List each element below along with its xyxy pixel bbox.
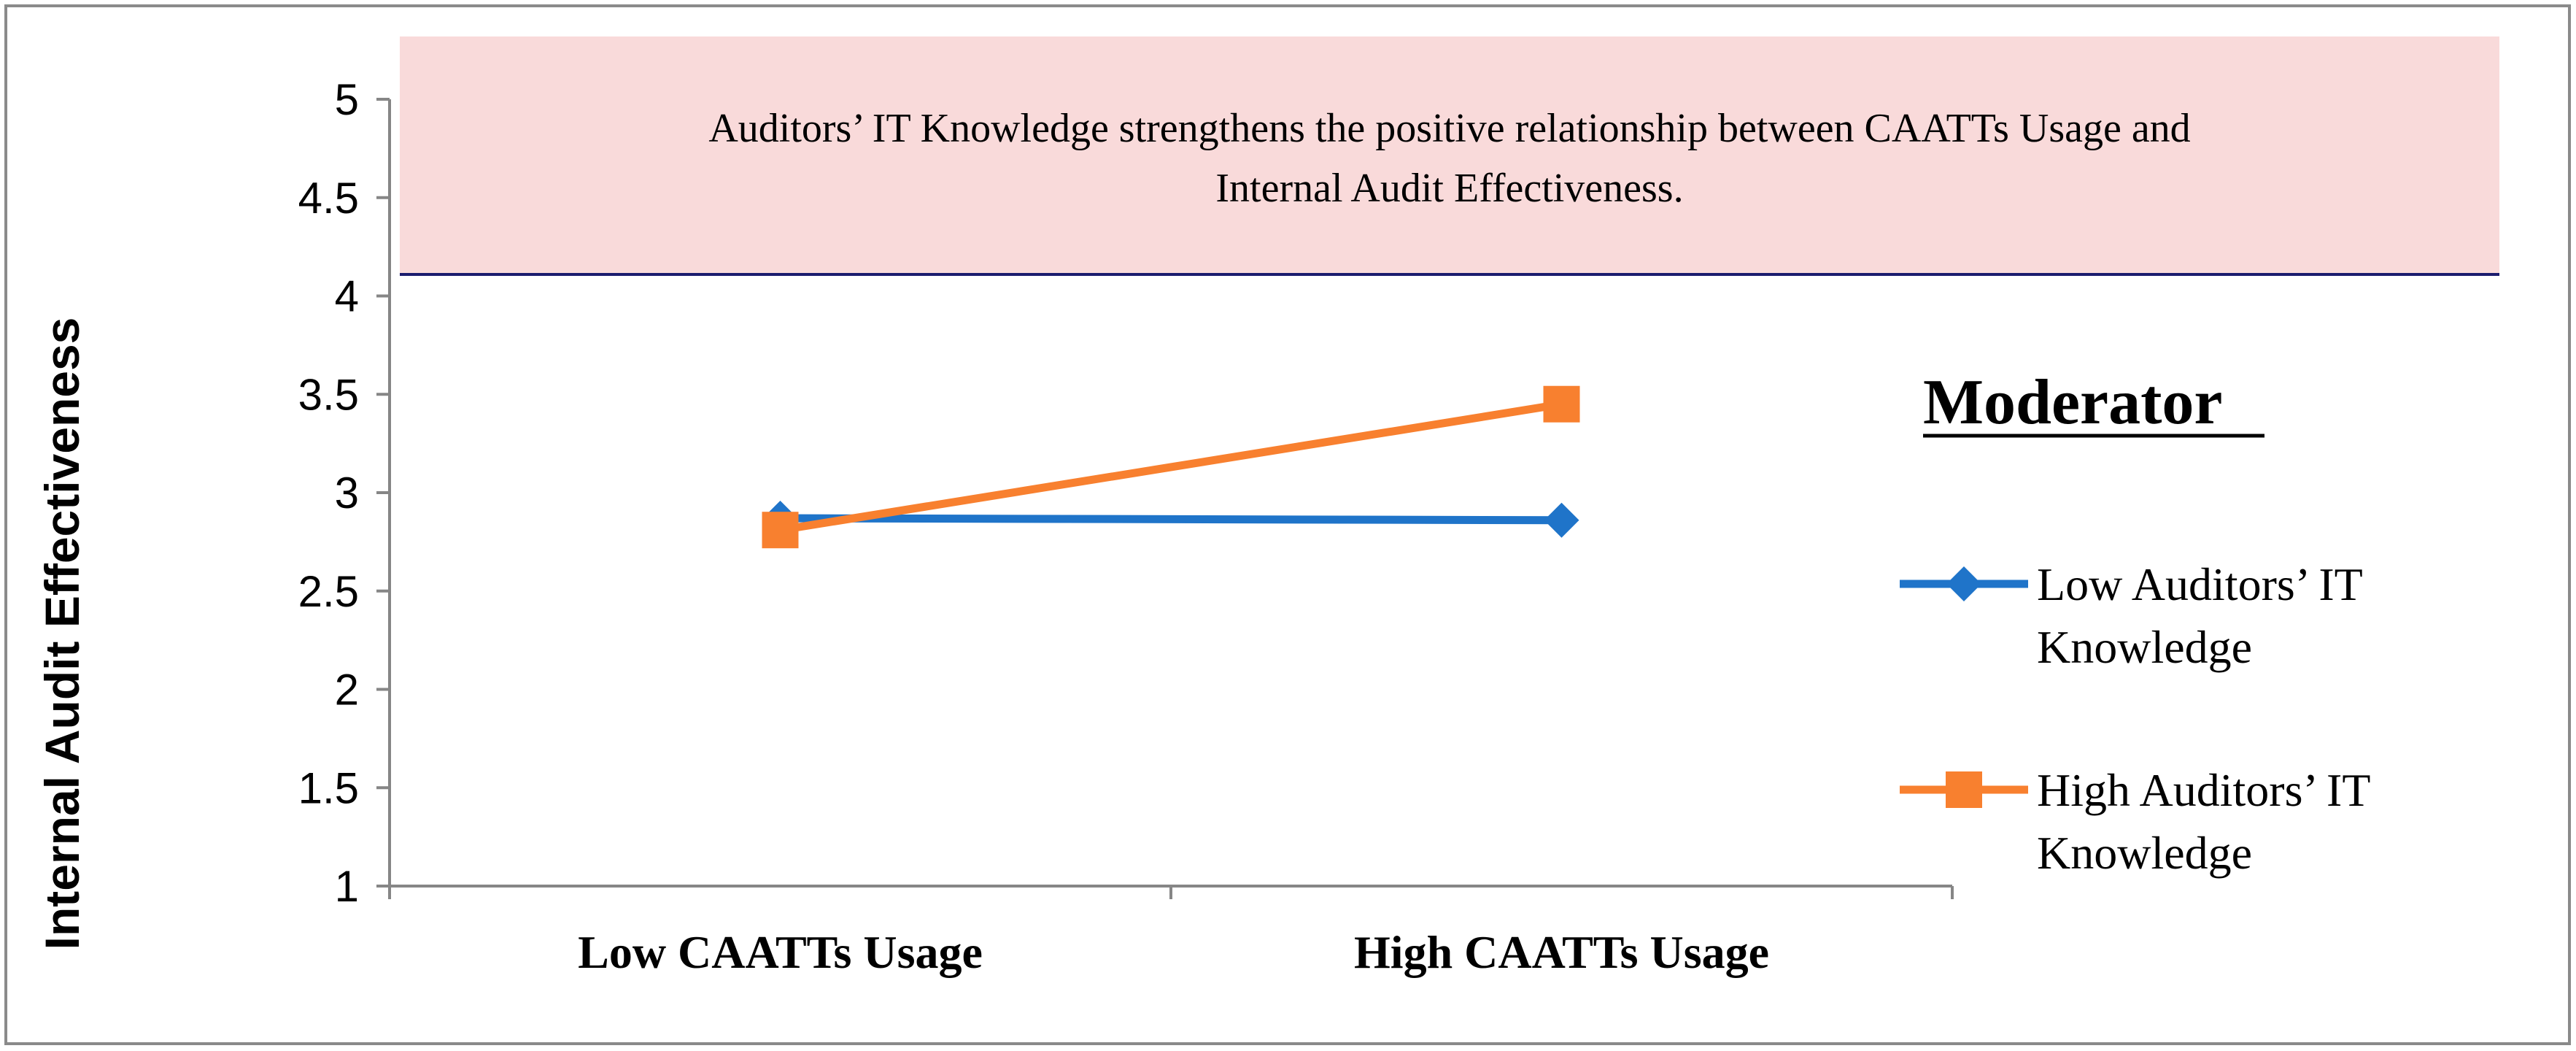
legend-swatch-marker	[1946, 566, 1981, 601]
legend-label: High Auditors’ IT	[2037, 764, 2370, 816]
y-tick-label: 3	[335, 469, 359, 517]
y-axis-label: Internal Audit Effectiveness	[35, 317, 89, 950]
y-tick-label: 2.5	[298, 567, 359, 616]
series-line	[780, 514, 1562, 525]
data-point	[762, 512, 799, 549]
annotation-line-2: Internal Audit Effectiveness.	[1215, 166, 1683, 211]
legend-title: Moderator	[1923, 367, 2222, 438]
data-point	[1544, 502, 1579, 538]
series-line	[779, 400, 1563, 534]
y-tick-label: 3.5	[298, 370, 359, 419]
series-high-it-knowledge	[762, 385, 1580, 549]
y-tick-label: 1.5	[298, 763, 359, 812]
annotation-box	[400, 36, 2499, 274]
y-tick-label: 4.5	[298, 174, 359, 223]
legend-label: Knowledge	[2037, 621, 2252, 673]
series-layer	[762, 385, 1580, 549]
data-point	[1543, 385, 1580, 423]
legend-label: Low Auditors’ IT	[2037, 558, 2363, 610]
y-tick-label: 2	[335, 666, 359, 715]
y-tick-label: 5	[335, 75, 359, 124]
y-tick-label: 4	[335, 272, 359, 321]
legend-label: Knowledge	[2037, 827, 2252, 879]
x-tick-label: High CAATTs Usage	[1354, 926, 1769, 978]
legend-swatch-marker	[1946, 771, 1982, 808]
legend-item: Low Auditors’ IT Knowledge	[1900, 558, 2363, 673]
x-tick-label: Low CAATTs Usage	[578, 926, 983, 978]
legend-item: High Auditors’ IT Knowledge	[1900, 764, 2370, 879]
annotation-line-1: Auditors’ IT Knowledge strengthens the p…	[708, 106, 2190, 151]
y-tick-label: 1	[335, 862, 359, 911]
axes: 1 1.5 2 2.5 3 3.5 4 4.5 5 Low CAATTs Usage High CA…	[298, 75, 1954, 978]
